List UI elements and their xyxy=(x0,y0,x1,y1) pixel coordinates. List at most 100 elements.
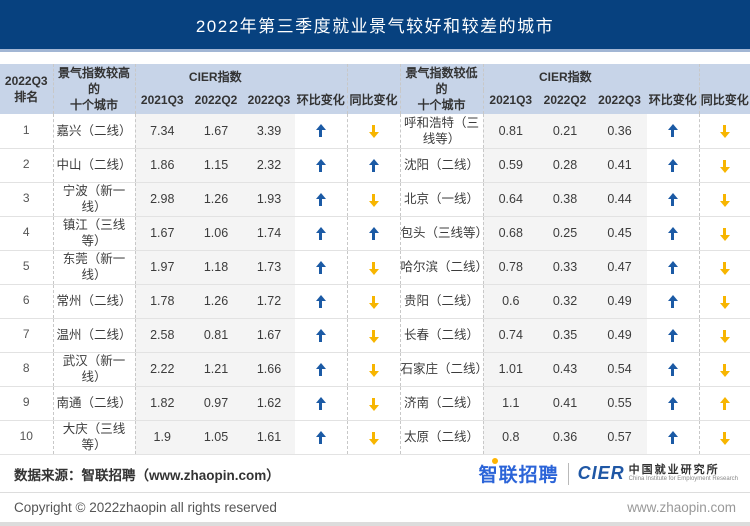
cier-value-cell: 0.97 xyxy=(189,385,243,420)
yoy-change-cell xyxy=(698,215,750,250)
yoy-change-cell xyxy=(346,181,401,216)
cier-value-cell: 0.49 xyxy=(592,283,648,318)
cier-value-cell: 1.72 xyxy=(243,283,296,318)
cier-value-cell: 1.67 xyxy=(243,317,296,352)
mom-change-cell xyxy=(295,419,348,454)
yoy-change-cell xyxy=(698,181,750,216)
yoy-change-cell xyxy=(698,114,750,148)
cier-index-table: 2022Q3 排名 景气指数较高的 十个城市 CIER指数 环比变化 同比变化 … xyxy=(0,64,750,454)
cier-logo: CIER 中国就业研究所 China Institute for Employm… xyxy=(578,463,738,484)
cier-value-cell: 2.32 xyxy=(243,147,296,182)
down-arrow-icon xyxy=(719,431,730,445)
yoy-change-cell xyxy=(698,419,750,454)
cier-value-cell: 1.74 xyxy=(243,215,296,250)
down-arrow-icon xyxy=(368,295,379,309)
low-city-cell: 沈阳（二线） xyxy=(399,147,484,182)
table-row: 1 嘉兴（二线） 7.34 1.67 3.39 呼和浩特（三线等） 0.81 0.21 0.36 xyxy=(0,114,750,148)
up-arrow-icon xyxy=(667,362,678,377)
mom-change-cell xyxy=(295,147,348,182)
yoy-change-cell xyxy=(698,249,750,284)
mom-change-cell xyxy=(647,147,700,182)
mom-change-header: 环比变化 xyxy=(295,64,348,114)
up-arrow-icon xyxy=(667,226,678,241)
table-row: 5 东莞（新一线） 1.97 1.18 1.73 哈尔滨（二线） 0.78 0.33 0.47 xyxy=(0,249,750,284)
mom-change-cell xyxy=(295,317,348,352)
rank-cell: 8 xyxy=(0,351,53,386)
quarter-header: 2021Q3 xyxy=(482,90,539,114)
table-row: 2 中山（二线） 1.86 1.15 2.32 沈阳（二线） 0.59 0.28 0.41 xyxy=(0,147,750,182)
mom-change-header: 环比变化 xyxy=(647,64,700,114)
quarter-header: 2022Q2 xyxy=(189,90,243,114)
yoy-change-cell xyxy=(346,215,401,250)
cier-value-cell: 1.1 xyxy=(482,385,539,420)
zhaopin-logo-dot-icon xyxy=(491,458,498,464)
cier-value-cell: 0.41 xyxy=(538,385,593,420)
rank-cell: 2 xyxy=(0,147,53,182)
rank-cell: 4 xyxy=(0,215,53,250)
up-arrow-icon xyxy=(368,226,379,241)
low-city-cell: 太原（二线） xyxy=(399,419,484,454)
down-arrow-icon xyxy=(719,295,730,309)
down-arrow-icon xyxy=(719,159,730,173)
cier-value-cell: 0.49 xyxy=(592,317,648,352)
cier-value-cell: 0.81 xyxy=(189,317,243,352)
cier-value-cell: 0.8 xyxy=(482,419,539,454)
cier-value-cell: 0.47 xyxy=(592,249,648,284)
cier-value-cell: 1.01 xyxy=(482,351,539,386)
table-row: 7 温州（二线） 2.58 0.81 1.67 长春（二线） 0.74 0.35 0.49 xyxy=(0,317,750,352)
mom-change-cell xyxy=(647,385,700,420)
mom-change-cell xyxy=(647,419,700,454)
cier-value-cell: 0.68 xyxy=(482,215,539,250)
cier-value-cell: 0.36 xyxy=(538,419,593,454)
up-arrow-icon xyxy=(719,396,730,411)
low-city-cell: 石家庄（二线） xyxy=(399,351,488,386)
yoy-change-header: 同比变化 xyxy=(698,64,750,114)
low-city-cell: 济南（二线） xyxy=(399,385,484,420)
cier-value-cell: 1.78 xyxy=(134,283,189,318)
cier-value-cell: 0.41 xyxy=(592,147,648,182)
cier-value-cell: 0.78 xyxy=(482,249,539,284)
yoy-change-cell xyxy=(346,317,401,352)
down-arrow-icon xyxy=(368,431,379,445)
yoy-change-cell xyxy=(346,114,401,148)
cier-value-cell: 0.32 xyxy=(538,283,593,318)
high-city-cell: 中山（二线） xyxy=(52,147,135,182)
down-arrow-icon xyxy=(368,397,379,411)
low-city-cell: 哈尔滨（二线） xyxy=(399,249,488,284)
cier-value-cell: 0.21 xyxy=(538,114,593,148)
down-arrow-icon xyxy=(368,329,379,343)
up-arrow-icon xyxy=(667,158,678,173)
up-arrow-icon xyxy=(667,396,678,411)
yoy-change-header: 同比变化 xyxy=(346,64,401,114)
high-city-cell: 东莞（新一线） xyxy=(52,249,135,284)
mom-change-cell xyxy=(295,114,347,148)
low-city-cell: 贵阳（二线） xyxy=(399,283,484,318)
report-title-bar: 2022年第三季度就业景气较好和较差的城市 xyxy=(0,0,750,52)
cier-value-cell: 1.06 xyxy=(189,215,243,250)
down-arrow-icon xyxy=(719,363,730,377)
cier-value-cell: 0.43 xyxy=(538,351,593,386)
up-arrow-icon xyxy=(667,124,678,138)
table-row: 8 武汉（新一线） 2.22 1.21 1.66 石家庄（二线） 1.01 0.43 0.54 xyxy=(0,351,750,386)
source-row: 数据来源：智联招聘（www.zhaopin.com） 智联招聘 CIER 中国就… xyxy=(0,454,750,492)
cier-value-cell: 1.62 xyxy=(243,385,296,420)
up-arrow-icon xyxy=(315,396,326,411)
cier-value-cell: 0.57 xyxy=(592,419,648,454)
mom-change-cell xyxy=(647,283,700,318)
up-arrow-icon xyxy=(315,362,326,377)
mom-change-cell xyxy=(647,114,699,148)
yoy-change-cell xyxy=(698,385,750,420)
table-row: 10 大庆（三线等） 1.9 1.05 1.61 太原（二线） 0.8 0.36 0.57 xyxy=(0,419,750,454)
cier-org-name-cn: 中国就业研究所 xyxy=(628,464,720,477)
cier-value-cell: 0.64 xyxy=(482,181,539,216)
up-arrow-icon xyxy=(667,294,678,309)
rank-cell: 7 xyxy=(0,317,53,352)
high-city-cell: 镇江（三线等） xyxy=(52,215,135,250)
high-city-cell: 宁波（新一线） xyxy=(52,181,135,216)
down-arrow-icon xyxy=(719,193,730,207)
cier-value-cell: 2.98 xyxy=(134,181,189,216)
up-arrow-icon xyxy=(315,192,326,207)
up-arrow-icon xyxy=(368,158,379,173)
cier-value-cell: 1.21 xyxy=(189,351,243,386)
